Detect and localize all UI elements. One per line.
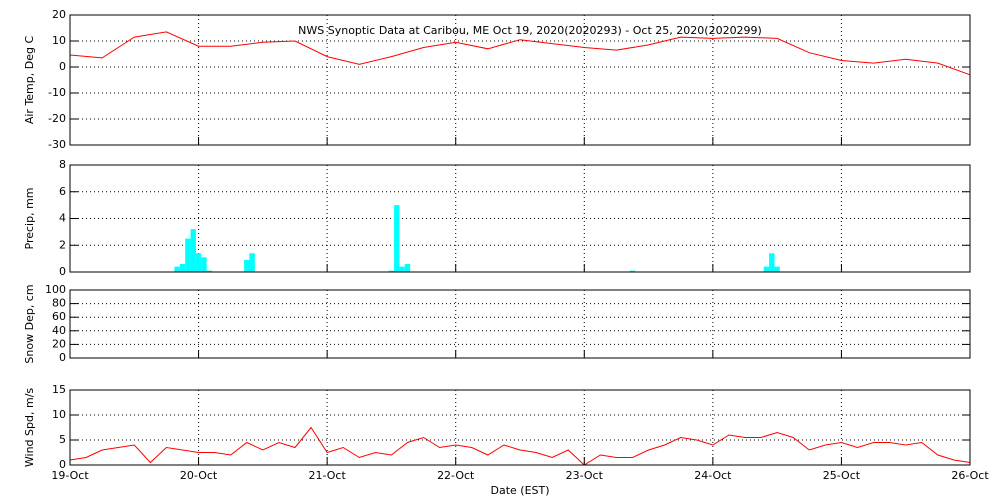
- bar: [388, 270, 395, 272]
- y-tick-label: 20: [52, 337, 66, 350]
- bar: [769, 253, 775, 272]
- y-tick-label: 10: [52, 408, 66, 421]
- bar: [174, 266, 180, 272]
- bar: [399, 266, 405, 272]
- y-tick-label: 100: [45, 283, 66, 296]
- y-axis-label: Wind Spd, m/s: [23, 388, 36, 468]
- y-axis-label: Precip, mm: [23, 188, 36, 250]
- x-tick-label: 22-Oct: [437, 469, 475, 482]
- y-tick-label: 8: [59, 158, 66, 171]
- y-tick-label: -20: [48, 112, 66, 125]
- plot-frame: [69, 289, 971, 359]
- y-tick-label: 40: [52, 324, 66, 337]
- bar: [629, 270, 636, 272]
- y-tick-label: 0: [59, 60, 66, 73]
- data-line: [69, 31, 971, 76]
- bar: [249, 253, 255, 272]
- y-tick-label: 0: [59, 351, 66, 364]
- x-tick-label: 19-Oct: [51, 469, 89, 482]
- x-tick-label: 25-Oct: [823, 469, 861, 482]
- bar: [774, 266, 780, 272]
- y-tick-label: 0: [59, 265, 66, 278]
- bar: [179, 263, 186, 272]
- x-axis-label: Date (EST): [490, 484, 549, 497]
- plot-frame: [69, 164, 971, 273]
- bar: [185, 238, 191, 272]
- y-tick-label: -30: [48, 138, 66, 151]
- x-tick-label: 21-Oct: [308, 469, 346, 482]
- y-tick-label: 80: [52, 297, 66, 310]
- y-tick-label: 20: [52, 8, 66, 21]
- y-axis-label: Snow Dep, cm: [23, 284, 36, 363]
- x-tick-label: 23-Oct: [566, 469, 604, 482]
- y-tick-label: 10: [52, 34, 66, 47]
- bar: [763, 266, 770, 272]
- y-tick-label: -10: [48, 86, 66, 99]
- bar: [190, 229, 196, 272]
- chart-title: NWS Synoptic Data at Caribou, ME Oct 19,…: [298, 24, 762, 37]
- y-tick-label: 2: [59, 238, 66, 251]
- x-tick-label: 24-Oct: [694, 469, 732, 482]
- y-tick-label: 5: [59, 433, 66, 446]
- y-tick-label: 6: [59, 185, 66, 198]
- x-tick-label: 26-Oct: [951, 469, 989, 482]
- bar: [195, 253, 202, 272]
- plot-frame: [69, 389, 971, 466]
- bar: [206, 270, 212, 272]
- y-axis-label: Air Temp, Deg C: [23, 36, 36, 125]
- y-tick-label: 4: [59, 212, 66, 225]
- y-tick-label: 0: [59, 458, 66, 471]
- bar: [201, 257, 207, 272]
- plot-frame: [69, 14, 971, 146]
- y-tick-label: 15: [52, 383, 66, 396]
- data-line: [69, 426, 971, 466]
- bar: [394, 205, 400, 272]
- bar: [404, 263, 411, 272]
- y-tick-label: 60: [52, 310, 66, 323]
- bar: [244, 259, 250, 272]
- x-tick-label: 20-Oct: [180, 469, 218, 482]
